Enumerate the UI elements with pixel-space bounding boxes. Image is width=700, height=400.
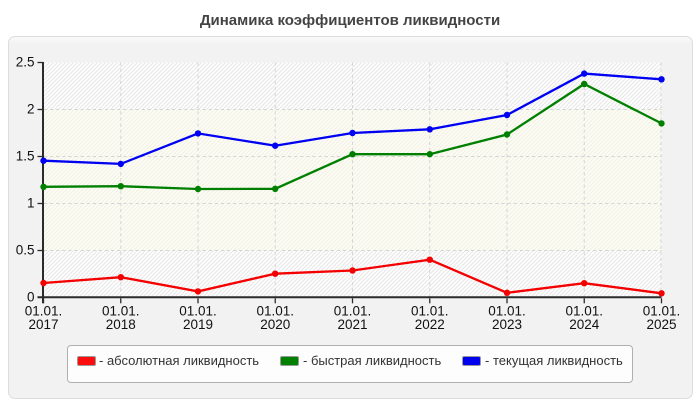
svg-text:0.5: 0.5 (16, 243, 35, 258)
svg-text:2022: 2022 (415, 317, 445, 332)
svg-text:2019: 2019 (183, 317, 213, 332)
svg-text:01.01.: 01.01. (334, 304, 372, 319)
svg-text:2023: 2023 (492, 317, 522, 332)
svg-text:2017: 2017 (28, 317, 58, 332)
svg-text:01.01.: 01.01. (488, 304, 526, 319)
svg-text:01.01.: 01.01. (565, 304, 603, 319)
svg-text:2025: 2025 (646, 317, 676, 332)
svg-text:2021: 2021 (337, 317, 367, 332)
svg-text:2.5: 2.5 (16, 55, 35, 70)
svg-text:2020: 2020 (260, 317, 290, 332)
svg-text:01.01.: 01.01. (411, 304, 449, 319)
svg-text:0: 0 (27, 289, 35, 304)
svg-text:01.01.: 01.01. (102, 304, 140, 319)
svg-text:1: 1 (27, 196, 35, 211)
svg-text:01.01.: 01.01. (643, 304, 681, 319)
svg-text:01.01.: 01.01. (256, 304, 294, 319)
svg-text:01.01.: 01.01. (25, 304, 63, 319)
svg-text:2024: 2024 (569, 317, 600, 332)
svg-text:01.01.: 01.01. (179, 304, 217, 319)
svg-text:1.5: 1.5 (16, 149, 35, 164)
svg-text:2: 2 (27, 102, 35, 117)
svg-text:2018: 2018 (106, 317, 136, 332)
